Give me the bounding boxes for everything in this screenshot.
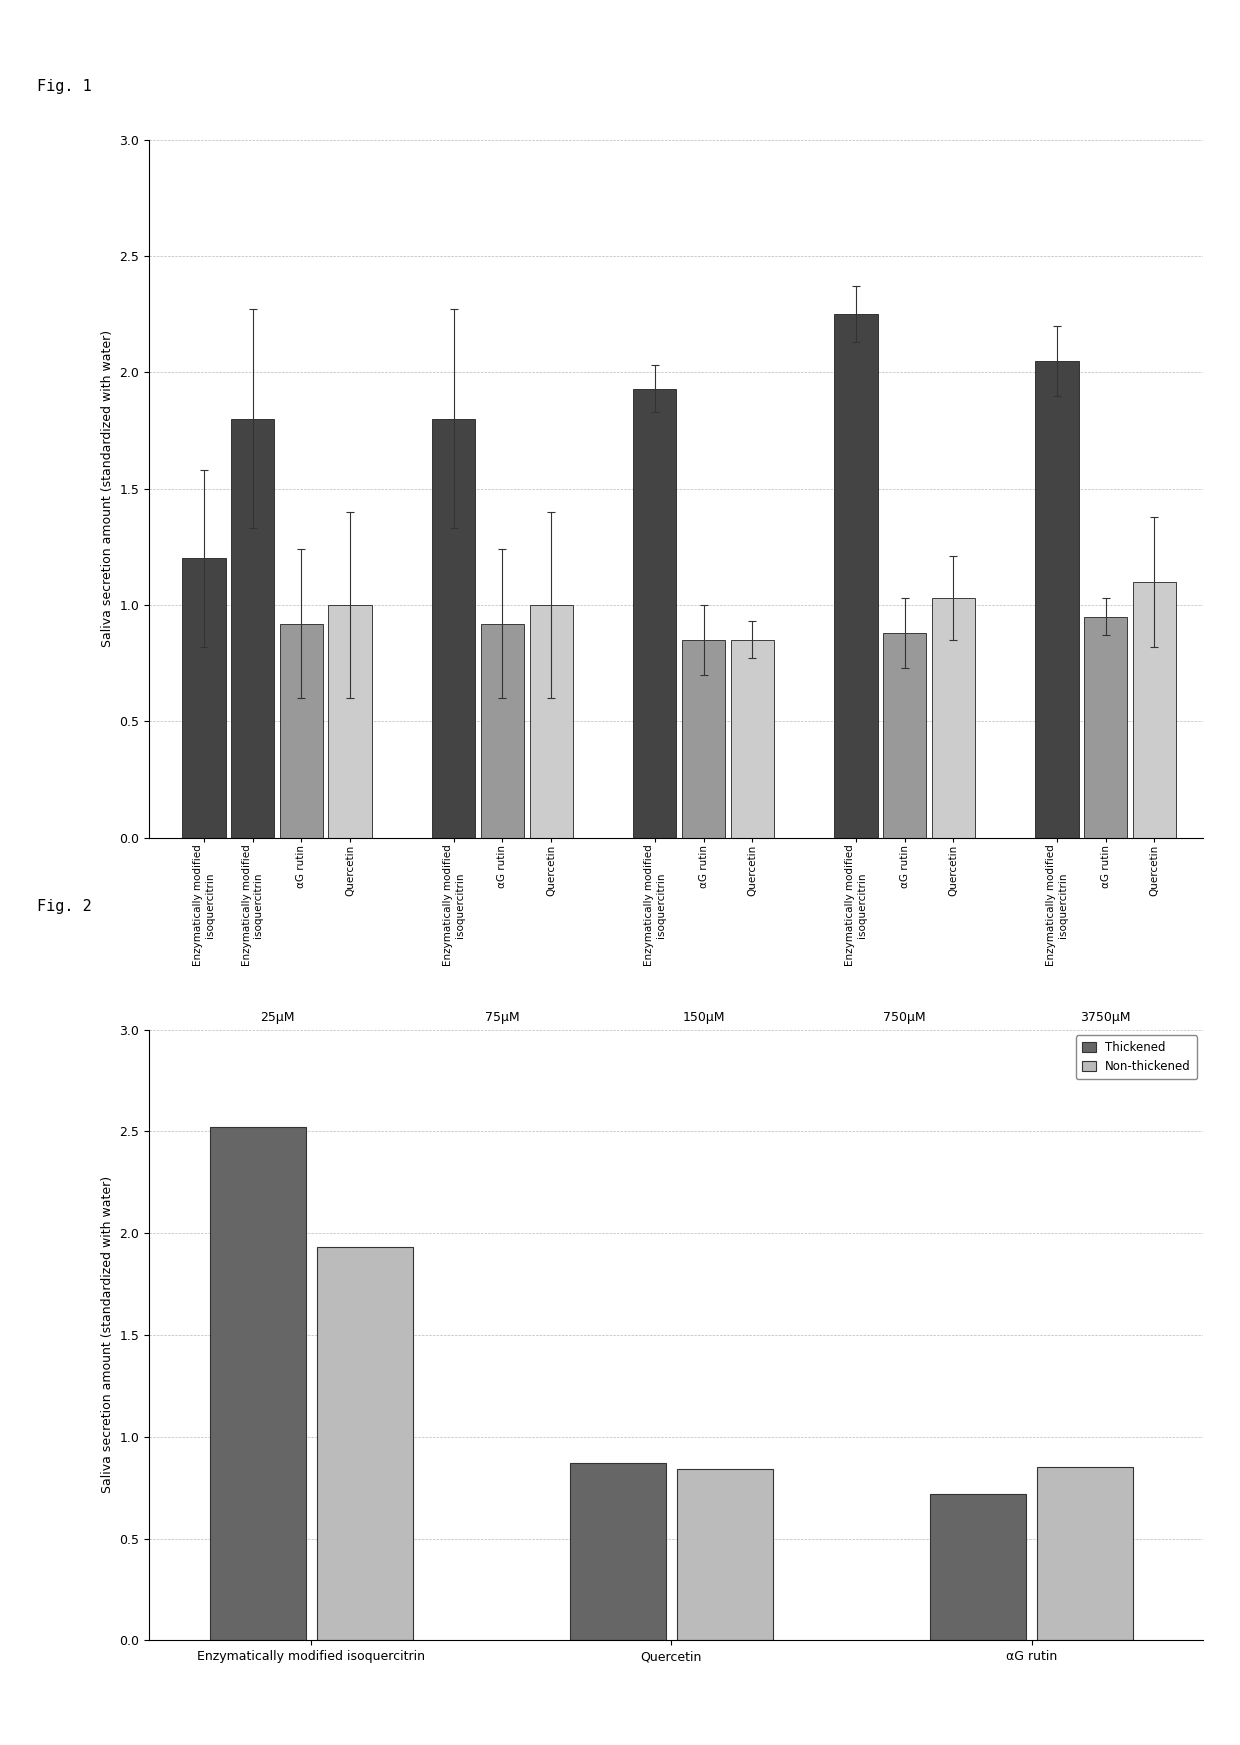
- Bar: [432, 419, 475, 838]
- Bar: [1035, 361, 1079, 838]
- Y-axis label: Saliva secretion amount (standardized with water): Saliva secretion amount (standardized wi…: [100, 1176, 114, 1494]
- Bar: [835, 314, 878, 838]
- Bar: [677, 1469, 773, 1640]
- Legend: Thickened, Non-thickened: Thickened, Non-thickened: [1076, 1035, 1197, 1078]
- Bar: [481, 623, 525, 838]
- Bar: [329, 606, 372, 838]
- Bar: [883, 633, 926, 838]
- Bar: [634, 389, 677, 838]
- Text: Fig. 1: Fig. 1: [37, 79, 92, 94]
- Text: 3750μM: 3750μM: [1080, 1010, 1131, 1024]
- Text: Fig. 2: Fig. 2: [37, 899, 92, 914]
- Bar: [570, 1462, 666, 1640]
- Bar: [182, 558, 226, 838]
- Bar: [931, 599, 975, 838]
- Bar: [1084, 616, 1127, 838]
- Bar: [682, 640, 725, 838]
- Bar: [930, 1494, 1027, 1640]
- Bar: [1037, 1468, 1133, 1640]
- Text: 75μM: 75μM: [485, 1010, 520, 1024]
- Bar: [316, 1248, 413, 1640]
- Text: 25μM: 25μM: [260, 1010, 294, 1024]
- Bar: [529, 606, 573, 838]
- Bar: [231, 419, 274, 838]
- Text: 150μM: 150μM: [682, 1010, 724, 1024]
- Bar: [1132, 581, 1176, 838]
- Y-axis label: Saliva secretion amount (standardized with water): Saliva secretion amount (standardized wi…: [100, 330, 114, 647]
- Bar: [280, 623, 324, 838]
- Text: 750μM: 750μM: [883, 1010, 926, 1024]
- Bar: [210, 1127, 306, 1640]
- Bar: [730, 640, 774, 838]
